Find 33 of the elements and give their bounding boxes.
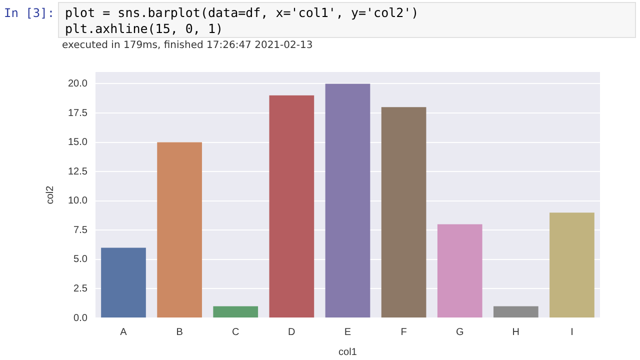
y-tick-label: 10.0 [68, 196, 88, 207]
y-tick-label: 15.0 [68, 137, 88, 148]
y-tick-label: 7.5 [74, 224, 88, 236]
bar [325, 84, 370, 318]
x-tick-label: D [288, 326, 296, 338]
y-tick-label: 0.0 [74, 312, 88, 324]
y-tick-label: 20.0 [68, 78, 88, 90]
bar [493, 306, 538, 318]
bar [213, 306, 258, 318]
bar [101, 248, 146, 318]
x-tick-label: A [120, 326, 128, 338]
text: executed in 179ms, finished 17:26:47 2021-02-13 [62, 40, 313, 51]
text: plot = sns.barplot(data=df, x='col1', y='col2') [65, 5, 419, 20]
y-tick-label: 17.5 [68, 108, 88, 119]
x-tick-label: C [232, 326, 240, 338]
x-tick-label: B [176, 326, 184, 338]
x-tick-label: E [344, 326, 352, 338]
y-tick-label: 2.5 [74, 283, 88, 294]
bar [157, 142, 202, 318]
bar [550, 212, 594, 318]
text: plt.axhline(15, 0, 1) [65, 21, 224, 36]
bar [269, 95, 314, 318]
y-axis-title: col2 [44, 185, 56, 204]
bar [381, 107, 426, 318]
y-tick-label: 5.0 [74, 254, 88, 266]
x-tick-label: F [400, 326, 407, 338]
x-tick-label: I [570, 326, 574, 338]
y-tick-label: 12.5 [68, 166, 88, 178]
x-tick-label: G [456, 326, 464, 338]
text: In [3]: [4, 6, 55, 20]
x-axis-title: col1 [338, 346, 358, 358]
x-tick-label: H [512, 326, 520, 338]
bar [437, 224, 482, 318]
